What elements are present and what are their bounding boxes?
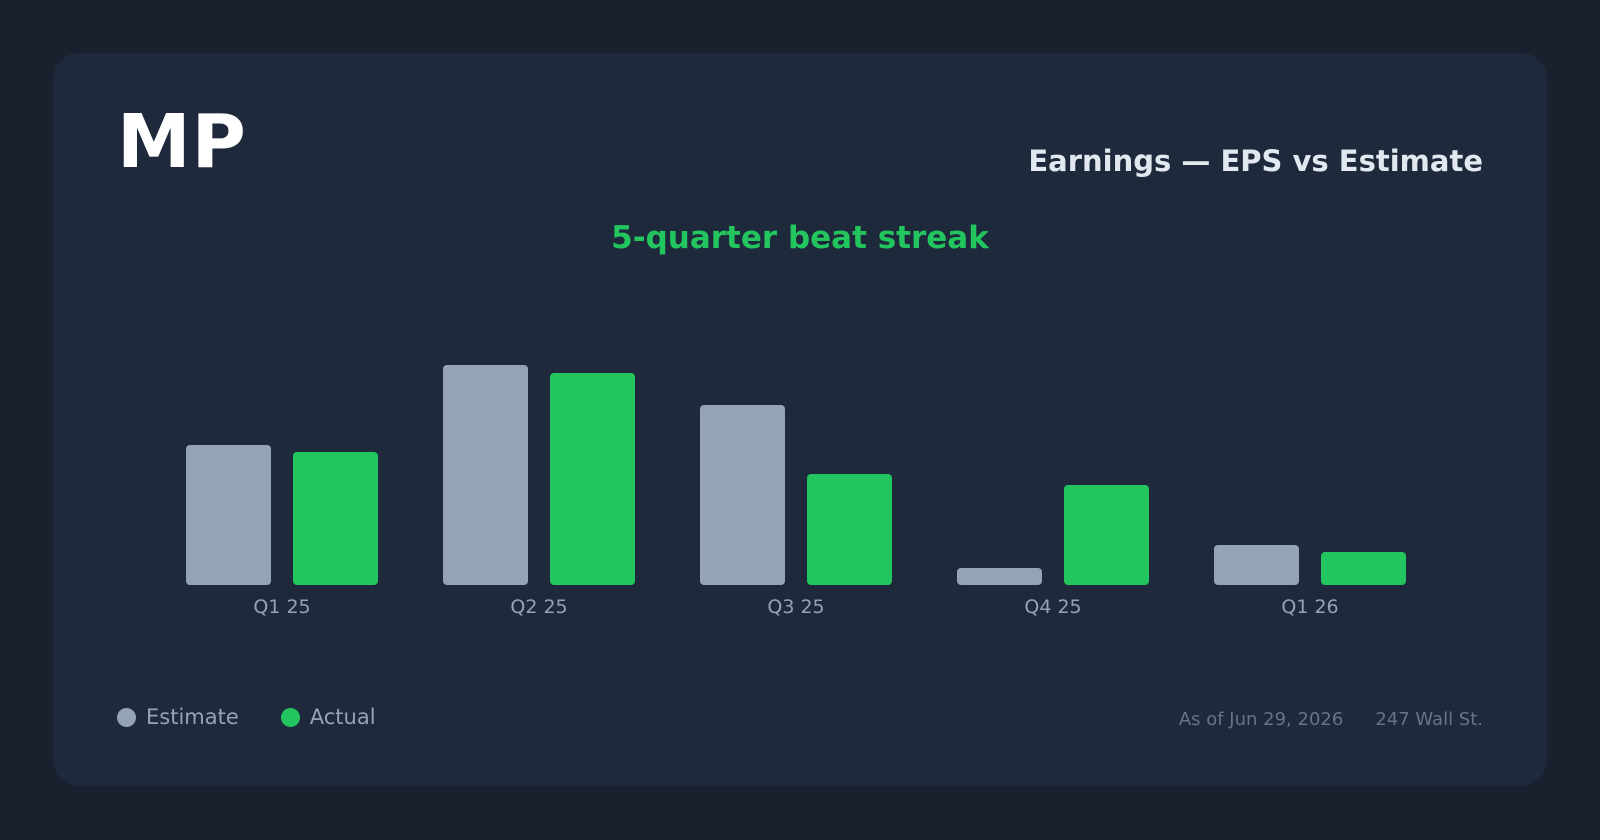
source-label: 247 Wall St. [1375,709,1483,730]
x-tick-label: Q4 25 [1024,596,1081,618]
legend-item-estimate: Estimate [117,705,239,729]
bar-estimate-q1-25 [186,445,271,585]
x-tick-label: Q3 25 [767,596,824,618]
as-of-date: As of Jun 29, 2026 [1178,709,1344,730]
legend-swatch-estimate [117,707,136,727]
bar-estimate-q4-25 [957,568,1042,585]
bar-actual-q2-25 [550,373,635,585]
legend-item-actual: Actual [280,705,376,729]
x-tick-label: Q2 25 [510,596,567,618]
legend-swatch-actual [280,707,300,727]
bar-chart: Q1 25 Q2 25 Q3 25 Q4 25 Q1 26 [186,365,1406,618]
chart-card: MP Earnings — EPS vs Estimate 5-quarter … [53,53,1547,786]
bar-actual-q1-26 [1321,552,1406,585]
chart-title: Earnings — EPS vs Estimate [1028,144,1483,178]
bar-actual-q4-25 [1064,485,1149,585]
footer: As of Jun 29, 2026 247 Wall St. [1179,709,1483,730]
bar-actual-q3-25 [807,474,892,585]
bar-estimate-q3-25 [700,405,785,585]
bar-estimate-q2-25 [443,365,528,585]
legend-label-estimate: Estimate [146,705,239,729]
chart-subtitle: 5-quarter beat streak [611,220,989,256]
legend: Estimate Actual [117,705,418,729]
ticker-symbol: MP [117,99,247,185]
x-tick-label: Q1 25 [253,596,310,618]
x-tick-label: Q1 26 [1281,596,1338,618]
bar-actual-q1-25 [293,452,378,585]
legend-label-actual: Actual [309,705,376,729]
bar-estimate-q1-26 [1214,545,1299,585]
